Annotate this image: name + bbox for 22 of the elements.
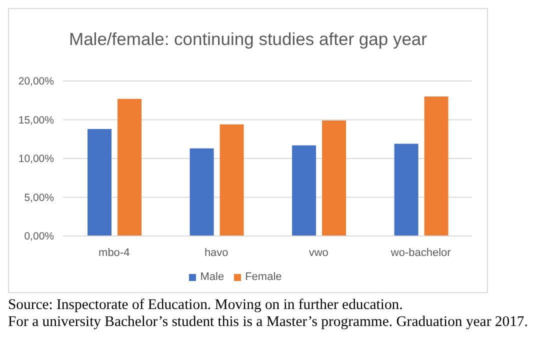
- bar: [88, 129, 112, 236]
- source-note: Source: Inspectorate of Education. Moving on in further education.: [8, 297, 404, 314]
- y-tick-label: 20,00%: [18, 76, 54, 88]
- x-tick-label: mbo-4: [98, 246, 130, 259]
- x-tick-label: vwo: [308, 246, 328, 259]
- text: For a university Bachelor’s student this is a Master’s programme. Graduation year 2017.: [8, 314, 529, 331]
- y-tick-label: 5,00%: [24, 192, 54, 204]
- bar: [118, 98, 142, 236]
- y-tick-label: 10,00%: [18, 153, 54, 166]
- bar: [394, 144, 418, 236]
- bar: [220, 124, 244, 236]
- x-tick-label: havo: [204, 246, 228, 259]
- legend-label: Male: [200, 271, 224, 283]
- legend-label: Female: [245, 271, 282, 283]
- y-tick-label: 15,00%: [18, 114, 54, 126]
- bar: [190, 148, 214, 236]
- chart-title: Male/female: continuing studies after gap year: [68, 28, 428, 50]
- bar: [322, 120, 346, 236]
- y-tick-label: 0,00%: [24, 230, 54, 243]
- bar: [424, 96, 448, 236]
- x-tick-label: wo-bachelor: [390, 246, 452, 259]
- bar: [292, 145, 316, 236]
